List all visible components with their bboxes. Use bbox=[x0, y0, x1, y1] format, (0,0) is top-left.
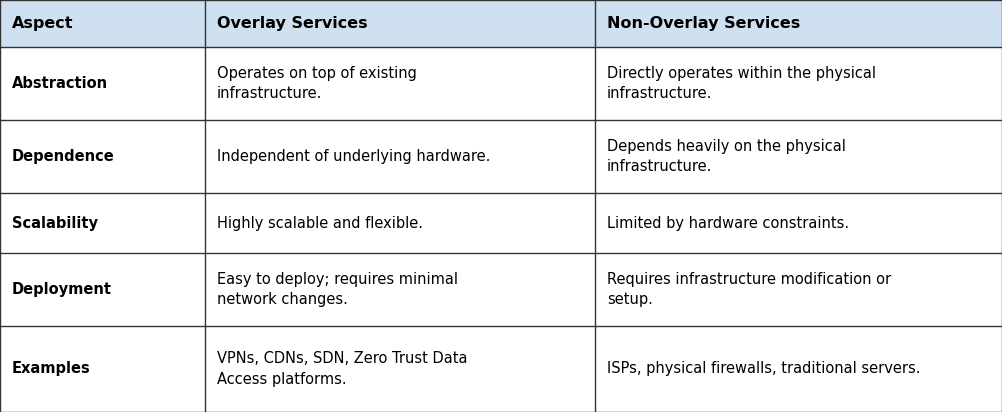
Text: Aspect: Aspect bbox=[12, 16, 73, 31]
Text: Highly scalable and flexible.: Highly scalable and flexible. bbox=[217, 215, 423, 230]
Text: Requires infrastructure modification or
setup.: Requires infrastructure modification or … bbox=[607, 272, 891, 307]
Text: VPNs, CDNs, SDN, Zero Trust Data
Access platforms.: VPNs, CDNs, SDN, Zero Trust Data Access … bbox=[217, 351, 468, 387]
Text: Directly operates within the physical
infrastructure.: Directly operates within the physical in… bbox=[607, 66, 876, 101]
Text: Dependence: Dependence bbox=[12, 149, 115, 164]
Text: Independent of underlying hardware.: Independent of underlying hardware. bbox=[217, 149, 490, 164]
Text: Non-Overlay Services: Non-Overlay Services bbox=[607, 16, 801, 31]
Bar bbox=[0, 193, 1002, 253]
Bar bbox=[0, 253, 1002, 326]
Bar bbox=[0, 47, 1002, 120]
Bar bbox=[0, 120, 1002, 193]
Bar bbox=[0, 0, 1002, 47]
Text: Operates on top of existing
infrastructure.: Operates on top of existing infrastructu… bbox=[217, 66, 417, 101]
Text: Scalability: Scalability bbox=[12, 215, 98, 230]
Bar bbox=[0, 326, 1002, 412]
Text: ISPs, physical firewalls, traditional servers.: ISPs, physical firewalls, traditional se… bbox=[607, 361, 921, 377]
Text: Easy to deploy; requires minimal
network changes.: Easy to deploy; requires minimal network… bbox=[217, 272, 458, 307]
Text: Overlay Services: Overlay Services bbox=[217, 16, 368, 31]
Text: Deployment: Deployment bbox=[12, 282, 112, 297]
Text: Limited by hardware constraints.: Limited by hardware constraints. bbox=[607, 215, 849, 230]
Text: Examples: Examples bbox=[12, 361, 91, 377]
Text: Depends heavily on the physical
infrastructure.: Depends heavily on the physical infrastr… bbox=[607, 139, 846, 174]
Text: Abstraction: Abstraction bbox=[12, 76, 108, 91]
